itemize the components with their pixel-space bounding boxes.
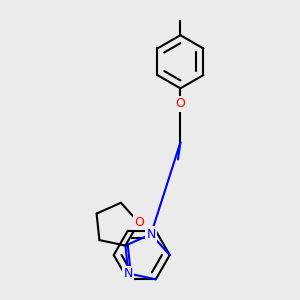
Text: O: O (176, 97, 185, 110)
Text: N: N (124, 267, 133, 280)
Text: N: N (146, 228, 156, 241)
Text: O: O (134, 216, 144, 229)
